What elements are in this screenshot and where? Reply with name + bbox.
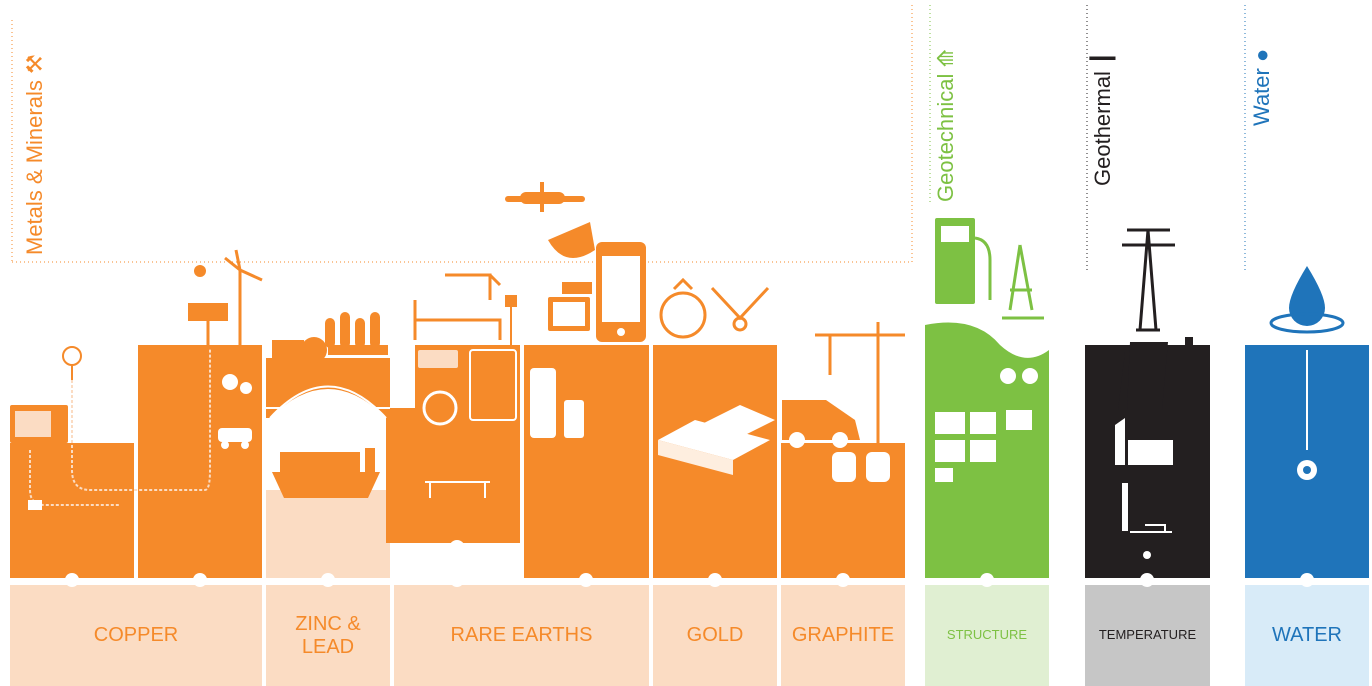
iv-stand-icon <box>505 295 517 345</box>
ground-drop-icon <box>1143 551 1151 559</box>
pipe-valve-icon <box>1130 524 1172 533</box>
copper-panel <box>10 585 262 686</box>
van-icon <box>782 400 860 448</box>
electric-car-icon <box>218 428 252 449</box>
washing-machine-icon <box>418 350 458 426</box>
copper-label: COPPER <box>93 624 179 646</box>
label-panels <box>10 585 1369 686</box>
power-pylon-icon <box>1122 228 1175 332</box>
plug-icon <box>28 500 42 510</box>
rare-earths-block-left <box>386 408 520 543</box>
structure-label: STRUCTURE <box>946 627 1028 643</box>
geotechnical-title: Geotechnical ⟰ <box>933 49 958 202</box>
smartphone-icon <box>596 242 646 342</box>
ripple-icon <box>1269 312 1345 334</box>
hospital-bed-icon <box>413 273 502 340</box>
temperature-label: TEMPERATURE <box>1098 627 1197 643</box>
zinc-lead-label: ZINC & LEAD <box>295 612 361 658</box>
flame-icon <box>1122 483 1128 531</box>
dotted-guides <box>11 5 1246 270</box>
tree-icon <box>222 374 252 394</box>
drill-rig-icon: ┃ <box>1090 51 1115 72</box>
wind-turbine-icon <box>224 249 263 345</box>
copper-block-right <box>138 345 262 578</box>
tractor-icon <box>272 337 327 363</box>
microwave-icon <box>10 405 68 443</box>
necklace-icon <box>710 286 770 332</box>
graphite-label: GRAPHITE <box>791 624 895 646</box>
light-bulb-icon <box>62 346 82 380</box>
mobile-phone-icon <box>530 368 584 438</box>
graphite-panel <box>781 585 905 686</box>
oil-rig-icon <box>1002 244 1044 320</box>
airplane-icon <box>505 182 585 212</box>
factory-icon <box>1115 418 1173 465</box>
satellite-dish-icon <box>548 222 595 294</box>
copper-block-left <box>10 443 134 578</box>
computer-icon <box>548 297 590 331</box>
cooling-towers-icon <box>1087 337 1206 410</box>
metals-blocks <box>10 345 905 578</box>
fuel-pump-icon <box>935 218 992 304</box>
water-drop-icon <box>1289 266 1325 326</box>
rare-earths-label: RARE EARTHS <box>450 624 593 646</box>
zinc-panel <box>266 585 390 686</box>
rare-earths-panel <box>394 585 649 686</box>
fridge-icon <box>469 349 517 421</box>
water-label: WATER <box>1272 624 1342 646</box>
wheat-icon <box>325 312 388 355</box>
ring-icon <box>659 277 707 339</box>
structure-panel <box>925 585 1049 686</box>
sprout-icon: ⟰ <box>933 49 958 74</box>
gold-label: GOLD <box>686 624 744 646</box>
sun-icon <box>194 265 206 277</box>
water-drop-icon: ● <box>1249 48 1274 69</box>
metals-minerals-title: Metals & Minerals ⚒ <box>22 54 47 255</box>
trees-icon <box>1000 368 1038 384</box>
gold-bars-icon <box>658 405 775 475</box>
gold-panel <box>653 585 777 686</box>
houses-icon <box>935 410 1032 482</box>
solar-panel-icon <box>188 303 228 345</box>
pick-and-hammer-icon: ⚒ <box>22 54 47 81</box>
stretcher-icon <box>425 481 490 498</box>
ship-icon <box>272 448 380 498</box>
zinc-block-bg <box>266 490 390 578</box>
geothermal-title: Geothermal ┃ <box>1090 51 1115 186</box>
water-panel <box>1245 585 1369 686</box>
crane-icon <box>815 322 905 443</box>
temperature-panel <box>1085 585 1210 686</box>
train-icon <box>832 452 890 482</box>
puzzle-connectors <box>65 540 1314 587</box>
water-title: Water ● <box>1249 48 1274 126</box>
bridge-arch <box>270 389 386 432</box>
